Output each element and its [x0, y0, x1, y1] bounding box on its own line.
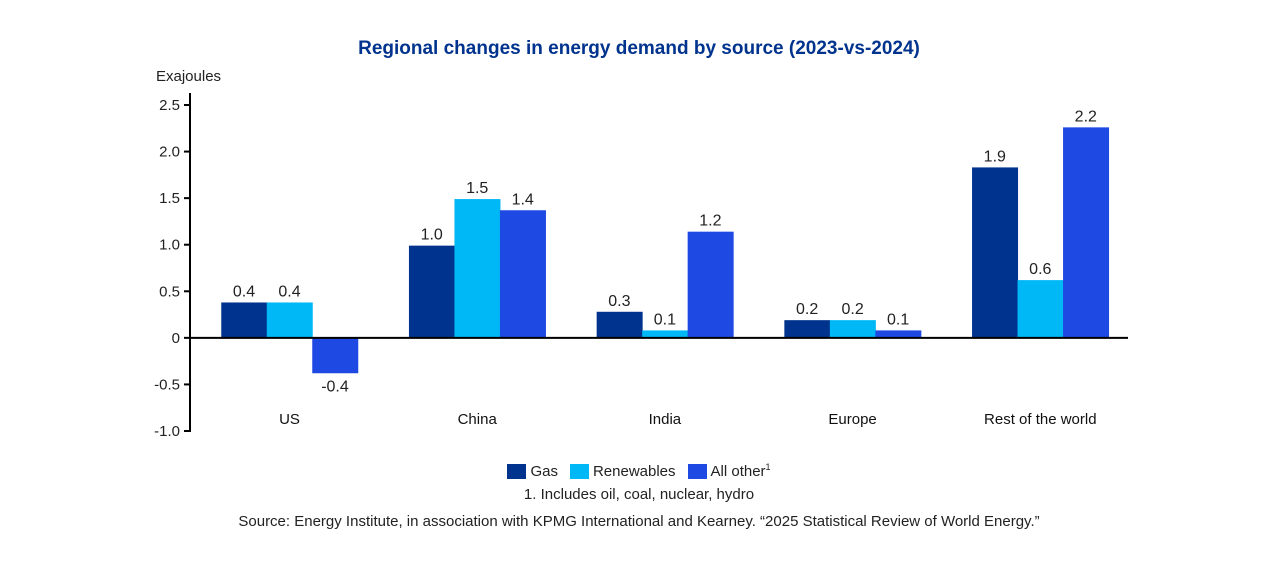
legend-item-gas: Gas: [507, 462, 558, 480]
bar-china-all-other: [499, 210, 546, 338]
bar-china-renewables: [454, 199, 501, 338]
y-tick-label: 0: [172, 330, 180, 347]
footnote-marker: 1: [765, 462, 771, 472]
source-note: Source: Energy Institute, in association…: [238, 513, 1040, 530]
bar-india-all-other: [687, 231, 734, 338]
bar-value-label: 0.2: [796, 301, 818, 318]
bar-value-label: 2.2: [1075, 108, 1097, 125]
category-label-rest-of-the-world: Rest of the world: [984, 411, 1097, 428]
bar-value-label: 1.4: [512, 191, 534, 208]
bar-rest-of-the-world-all-other: [1063, 127, 1110, 338]
category-label-us: US: [279, 411, 300, 428]
bar-value-labels: 0.4 0.4 -0.4 1.0 1.5 1.4 0.3 0.1 1.2 0.2 0.2 0.1 1.9…: [233, 108, 1097, 395]
bar-rest-of-the-world-renewables: [1017, 280, 1064, 338]
category-label-china: China: [458, 411, 498, 428]
bar-value-label: 0.4: [233, 283, 255, 300]
legend-swatch-gas: [507, 463, 527, 479]
bar-value-label: 0.4: [278, 283, 300, 300]
bar-europe-gas: [784, 320, 831, 338]
bar-value-label: 0.1: [887, 311, 909, 328]
footnote: 1. Includes oil, coal, nuclear, hydro: [523, 486, 755, 503]
bars: [221, 127, 1110, 374]
legend-label-gas: Gas: [530, 462, 558, 480]
bar-china-gas: [408, 245, 455, 338]
bar-india-renewables: [642, 330, 689, 338]
bar-value-label: 0.1: [654, 311, 676, 328]
category-labels: US China India Europe Rest of the world: [279, 411, 1097, 428]
y-axis-label: Exajoules: [156, 68, 222, 85]
chart-title: Regional changes in energy demand by sou…: [358, 38, 920, 59]
bar-value-label: 0.6: [1029, 261, 1051, 278]
bar-value-label: 1.5: [466, 180, 488, 197]
y-tick-label: 2.0: [159, 144, 180, 161]
bar-us-gas: [221, 302, 268, 338]
legend-item-renewables: Renewables: [569, 462, 676, 480]
bar-india-gas: [596, 311, 643, 338]
legend-swatch-all-other: [687, 463, 707, 479]
y-tick-label: -1.0: [154, 423, 180, 440]
legend-label-all-other: All other1: [711, 462, 771, 480]
category-label-europe: Europe: [828, 411, 876, 428]
bar-value-label: -0.4: [321, 378, 349, 395]
bar-value-label: 1.2: [699, 213, 721, 230]
y-tick-label: 1.5: [159, 190, 180, 207]
bar-europe-all-other: [875, 330, 922, 338]
bar-value-label: 1.9: [984, 148, 1006, 165]
bar-us-renewables: [266, 302, 313, 338]
legend-label-all-other-text: All other: [710, 463, 766, 480]
legend-label-renewables: Renewables: [592, 462, 676, 480]
legend: Gas Renewables All other1: [0, 462, 1278, 480]
bar-chart: 2.5 2.0 1.5 1.0 0.5 0 -0.5 -1.0 0.4 0.4 -0.4 1.0 1.…: [154, 93, 1128, 440]
bar-value-label: 1.0: [421, 227, 443, 244]
bar-us-all-other: [312, 337, 359, 374]
bar-value-label: 0.2: [841, 301, 863, 318]
bar-europe-renewables: [829, 320, 876, 338]
legend-item-all-other: All other1: [687, 462, 771, 480]
y-tick-label: 0.5: [159, 283, 180, 300]
bar-value-label: 0.3: [608, 293, 630, 310]
bar-rest-of-the-world-gas: [972, 167, 1019, 338]
category-label-india: India: [649, 411, 682, 428]
legend-swatch-renewables: [569, 463, 589, 479]
y-tick-label: 2.5: [159, 97, 180, 114]
y-axis-ticks: 2.5 2.0 1.5 1.0 0.5 0 -0.5 -1.0: [154, 97, 190, 440]
y-tick-label: 1.0: [159, 237, 180, 254]
y-tick-label: -0.5: [154, 376, 180, 393]
